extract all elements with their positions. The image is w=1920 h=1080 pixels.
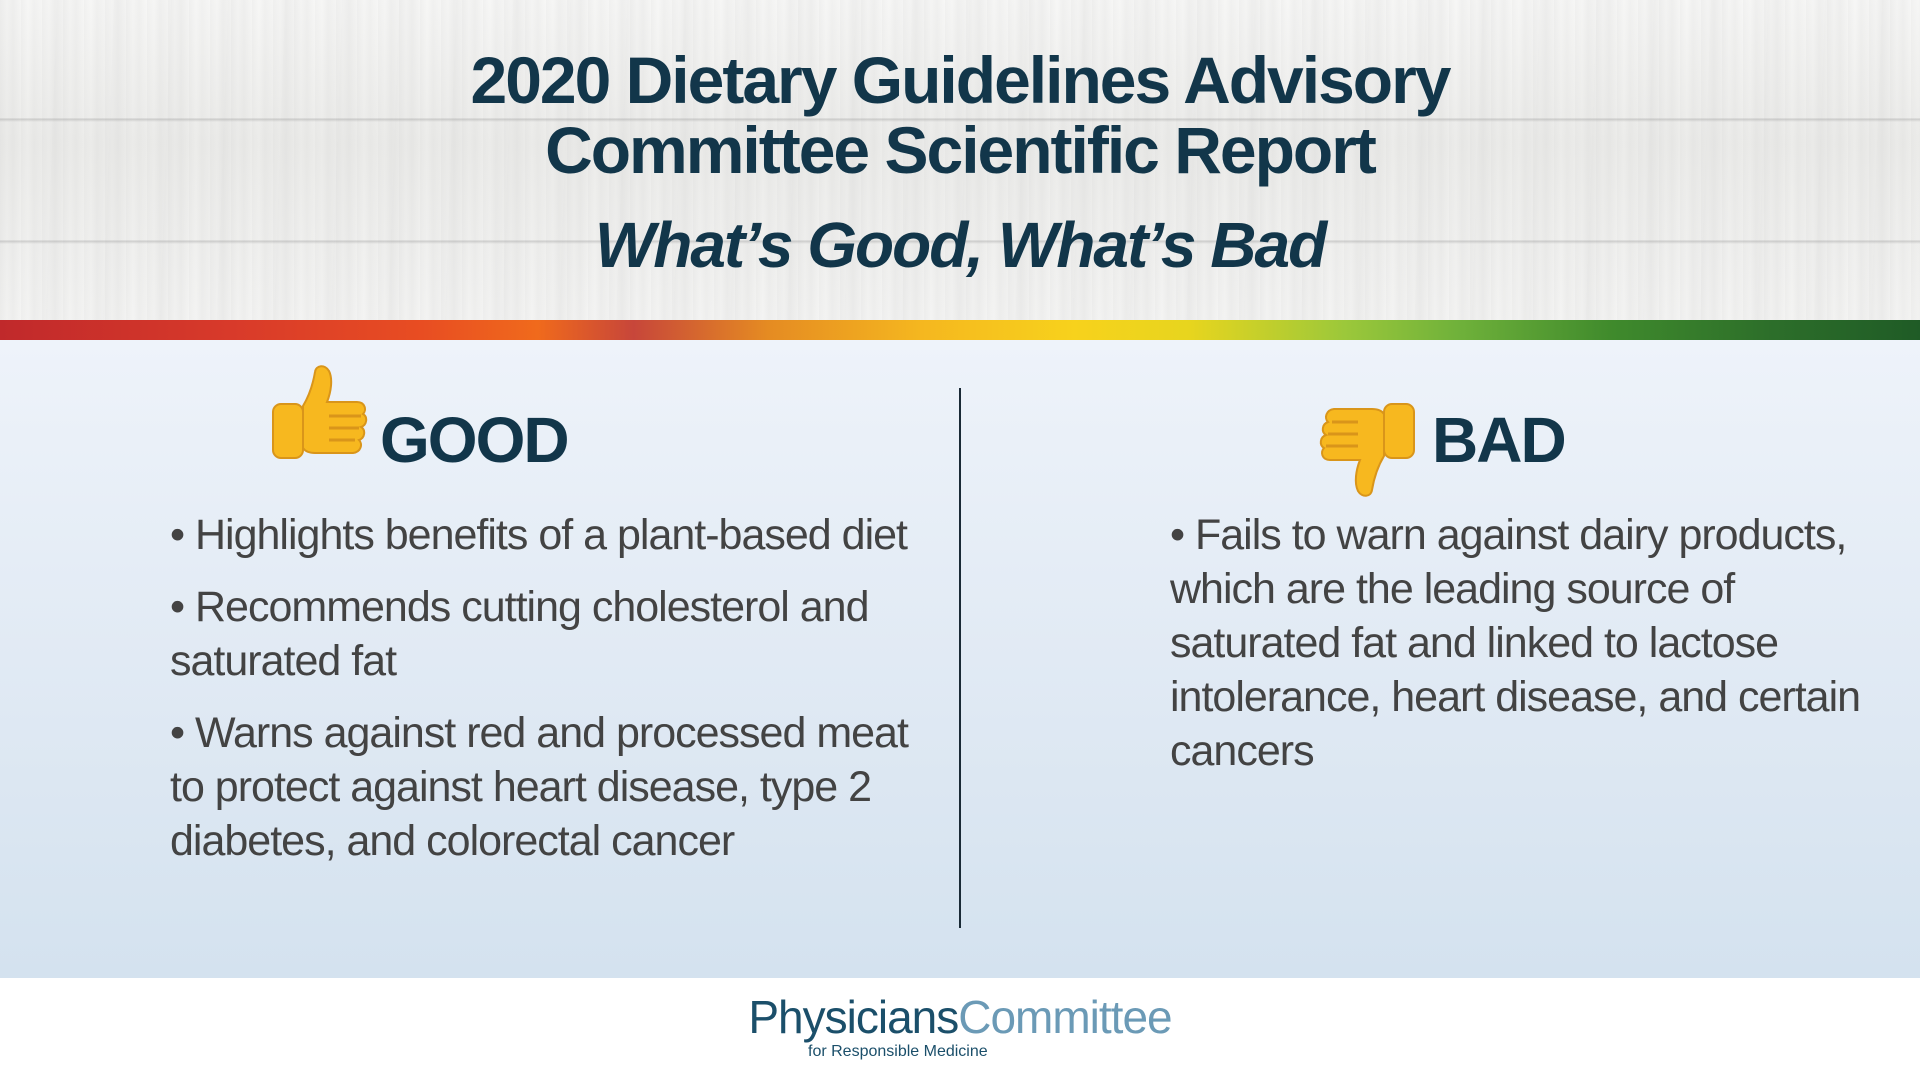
footer [0, 978, 1920, 1080]
title-line-1: 2020 Dietary Guidelines Advisory [470, 43, 1451, 117]
good-list: • Highlights benefits of a plant-based d… [170, 508, 930, 886]
logo-subtitle: for Responsible Medicine [808, 1043, 988, 1060]
title-line-2: Committee Scientific Report [545, 113, 1377, 187]
thumbs-up-icon [272, 365, 368, 459]
good-item-1: • Highlights benefits of a plant-based d… [170, 511, 908, 559]
produce-strip [0, 320, 1920, 340]
good-heading: GOOD [380, 404, 570, 476]
subtitle: What’s Good, What’s Bad [594, 209, 1327, 281]
logo-part-2: Committee [958, 991, 1172, 1043]
bad-heading: BAD [1432, 404, 1567, 476]
bad-list: • Fails to warn against dairy products, … [1170, 508, 1870, 796]
thumbs-down-icon [1319, 403, 1415, 497]
wood-header [0, 0, 1920, 320]
good-item-2: • Recommends cutting cholesterol and sat… [170, 583, 870, 685]
logo-part-1: Physicians [748, 991, 959, 1043]
physicians-committee-logo: PhysiciansCommittee [0, 992, 1920, 1042]
column-divider [959, 388, 961, 928]
bad-item-1: • Fails to warn against dairy products, … [1170, 511, 1861, 775]
good-item-3: • Warns against red and processed meat t… [170, 709, 909, 865]
